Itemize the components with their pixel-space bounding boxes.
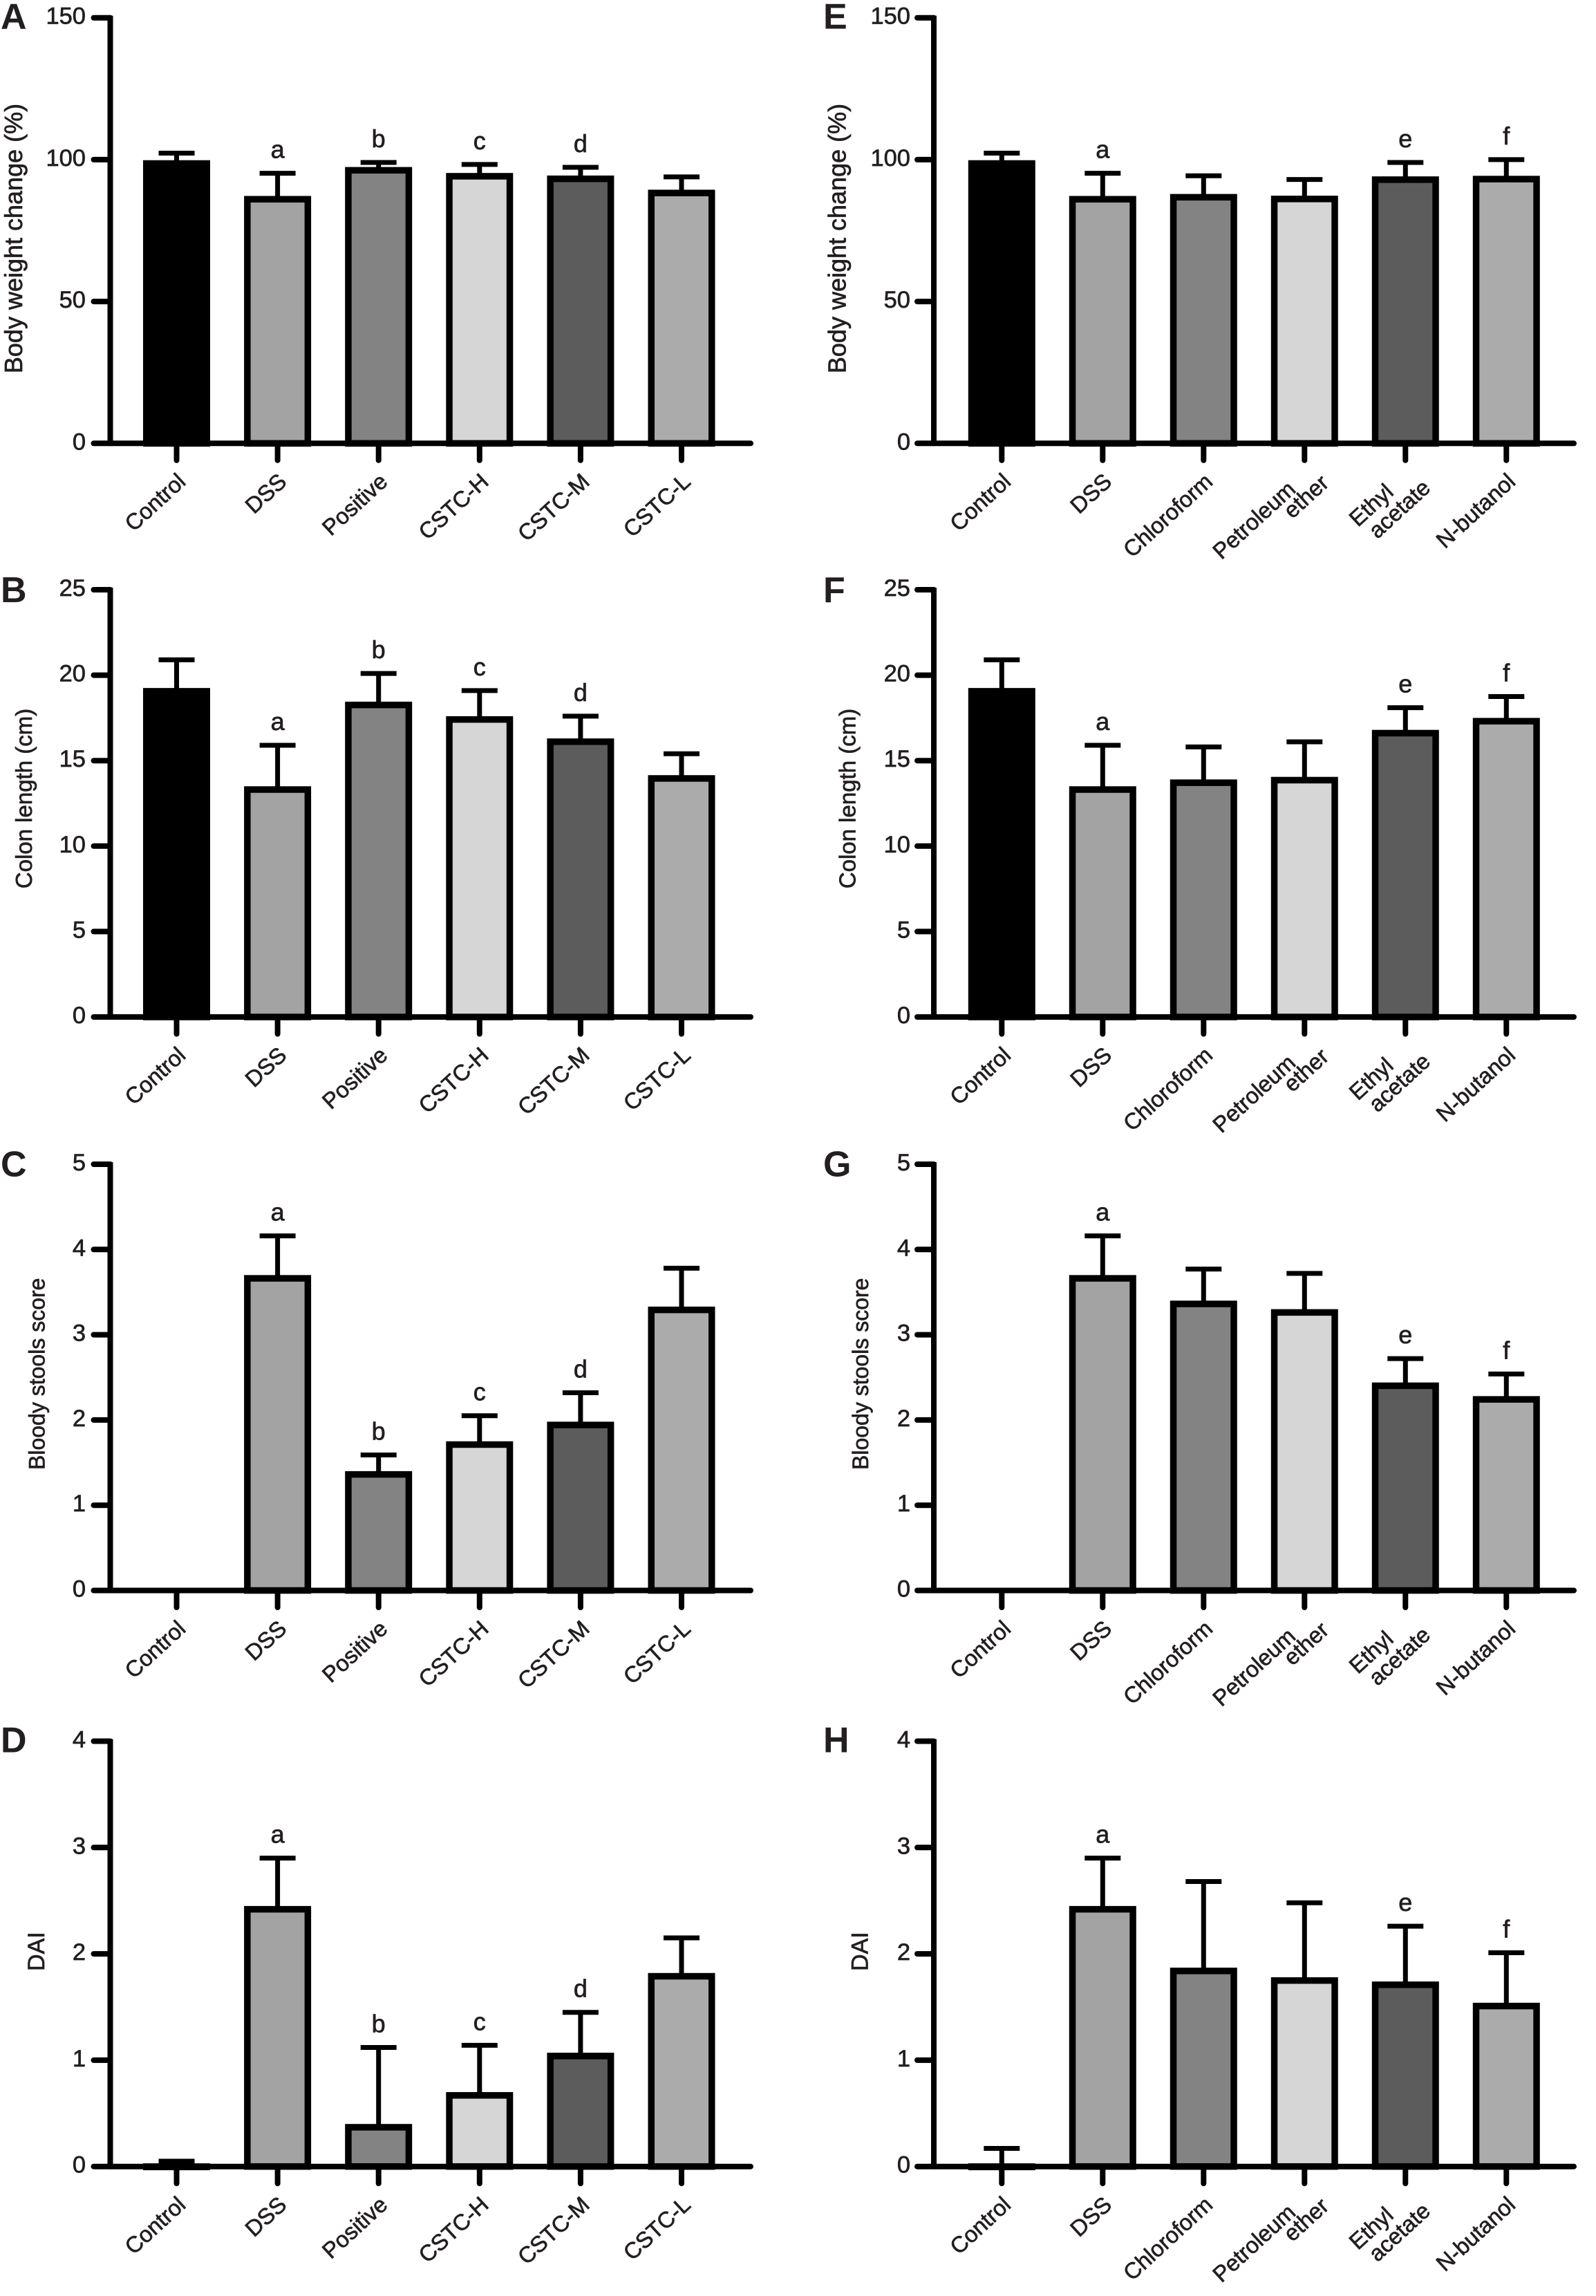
svg-text:F: F [823,570,845,610]
svg-text:f: f [1503,659,1510,687]
svg-text:20: 20 [59,661,86,687]
svg-text:b: b [372,1417,386,1445]
svg-text:150: 150 [870,3,910,30]
svg-text:a: a [271,707,285,736]
svg-text:e: e [1398,1888,1412,1916]
svg-text:d: d [574,1975,588,2003]
svg-text:d: d [574,1354,588,1383]
svg-text:100: 100 [870,145,910,171]
svg-text:5: 5 [897,1150,910,1176]
svg-text:D: D [1,1721,27,1761]
svg-text:f: f [1503,1336,1510,1364]
svg-text:0: 0 [73,1576,86,1603]
svg-text:d: d [574,678,588,707]
svg-text:c: c [473,127,486,155]
svg-text:0: 0 [897,429,910,455]
svg-text:B: B [1,570,27,610]
svg-text:4: 4 [897,1727,910,1753]
svg-text:5: 5 [73,917,86,943]
svg-text:Body weight change (%): Body weight change (%) [823,104,851,373]
svg-text:1: 1 [73,1491,86,1517]
svg-text:c: c [473,1378,486,1406]
svg-text:c: c [473,2007,486,2035]
svg-text:0: 0 [897,2152,910,2178]
svg-text:Bloody stools score: Bloody stools score [848,1278,873,1470]
svg-text:b: b [372,124,386,153]
svg-text:2: 2 [73,1939,86,1966]
svg-text:E: E [823,0,847,37]
svg-text:3: 3 [897,1320,910,1347]
svg-text:5: 5 [73,1150,86,1176]
svg-text:0: 0 [73,2152,86,2178]
svg-text:50: 50 [884,287,910,313]
svg-text:C: C [1,1144,27,1184]
svg-text:2: 2 [73,1406,86,1432]
svg-text:d: d [574,129,588,158]
svg-text:a: a [1096,136,1110,164]
svg-text:a: a [271,1198,285,1226]
svg-text:a: a [271,136,285,164]
svg-text:0: 0 [897,1002,910,1029]
svg-text:b: b [372,2009,386,2037]
svg-text:25: 25 [884,575,910,601]
svg-text:20: 20 [884,661,910,687]
svg-text:e: e [1398,1320,1412,1349]
svg-text:Bloody stools score: Bloody stools score [25,1278,50,1470]
svg-text:a: a [271,1820,285,1849]
svg-text:2: 2 [897,1939,910,1966]
svg-text:3: 3 [73,1320,86,1347]
svg-text:H: H [823,1721,849,1761]
svg-text:50: 50 [59,287,86,313]
svg-text:0: 0 [73,429,86,455]
svg-text:G: G [823,1144,851,1184]
svg-text:15: 15 [59,746,86,772]
svg-text:b: b [372,635,386,664]
svg-text:1: 1 [897,2046,910,2072]
svg-text:a: a [1096,1198,1110,1226]
svg-text:15: 15 [884,746,910,772]
svg-text:0: 0 [897,1576,910,1603]
svg-text:4: 4 [897,1235,910,1261]
svg-text:c: c [473,653,486,681]
svg-text:Colon length (cm): Colon length (cm) [11,709,37,888]
svg-text:3: 3 [73,1833,86,1859]
svg-text:100: 100 [46,145,86,171]
svg-text:1: 1 [73,2046,86,2072]
svg-text:A: A [1,0,27,37]
svg-text:25: 25 [59,575,86,601]
svg-text:0: 0 [73,1002,86,1029]
svg-text:e: e [1398,670,1412,698]
svg-text:10: 10 [59,832,86,858]
svg-text:a: a [1096,707,1110,736]
svg-text:1: 1 [897,1491,910,1517]
svg-text:DAI: DAI [24,1932,50,1971]
svg-text:a: a [1096,1820,1110,1849]
svg-text:f: f [1503,1915,1510,1943]
svg-text:Colon length (cm): Colon length (cm) [834,709,860,888]
svg-text:5: 5 [897,917,910,943]
svg-text:3: 3 [897,1833,910,1859]
svg-text:f: f [1503,122,1510,150]
svg-text:4: 4 [73,1235,86,1261]
svg-text:10: 10 [884,832,910,858]
svg-text:4: 4 [73,1727,86,1753]
svg-text:2: 2 [897,1406,910,1432]
svg-text:150: 150 [46,3,86,30]
svg-text:DAI: DAI [847,1932,873,1971]
svg-text:e: e [1398,124,1412,153]
svg-text:Body weight change (%): Body weight change (%) [0,104,28,373]
